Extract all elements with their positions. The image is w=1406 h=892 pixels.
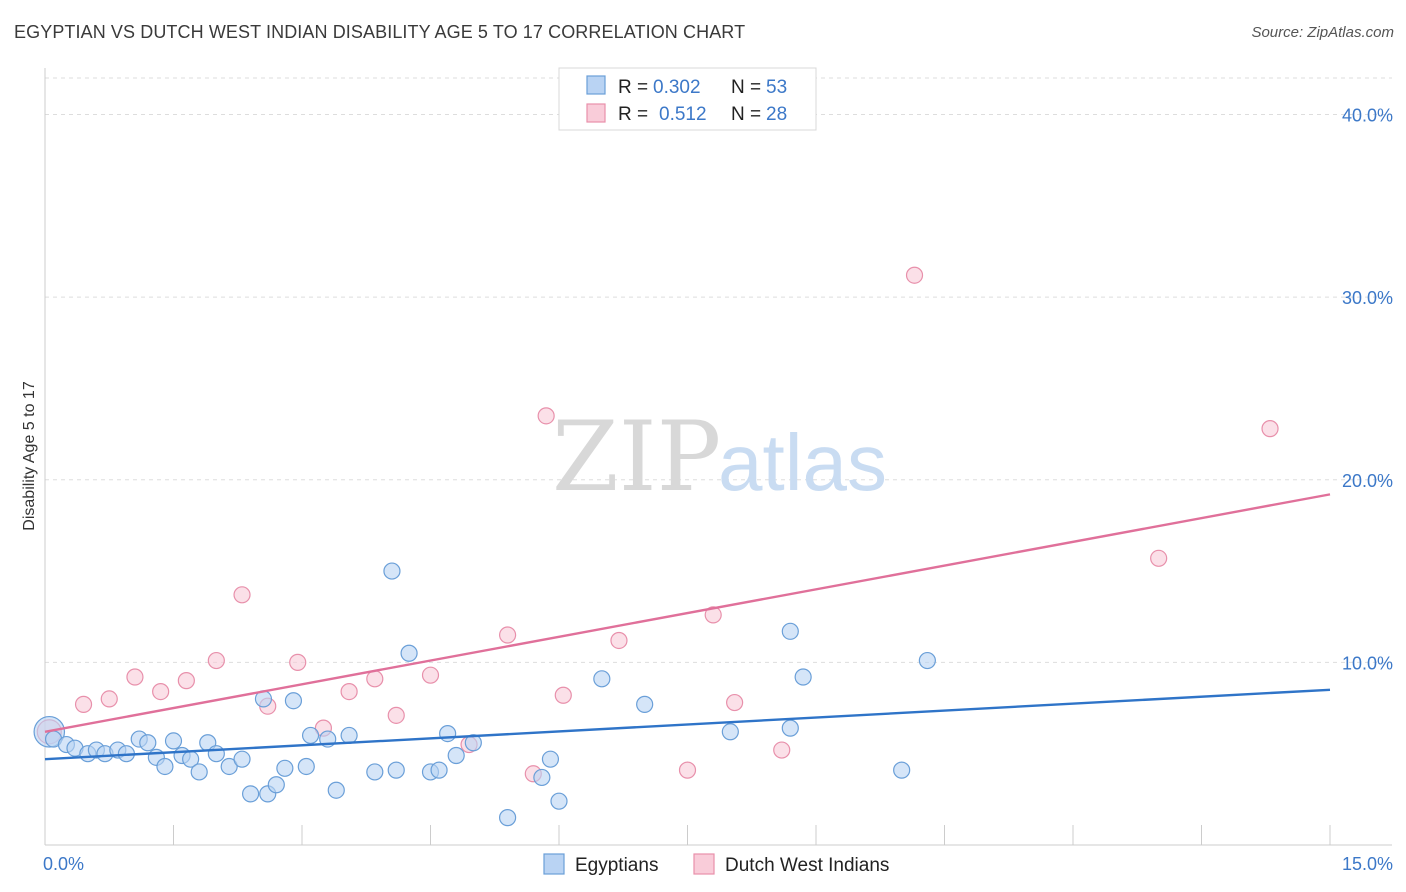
axes <box>44 68 1392 846</box>
point-egyptians-52 <box>918 651 936 670</box>
point-egyptians-19 <box>220 757 238 776</box>
data-points <box>33 266 1279 827</box>
x-tick-label-1: 15.0% <box>1342 854 1393 874</box>
watermark: ZIP atlas <box>552 401 887 513</box>
point-dutch-west-indians-24 <box>773 741 791 759</box>
point-dutch-west-indians-26 <box>1150 549 1168 567</box>
legend-r-value-dutch-west-indians: 0.512 <box>659 104 707 125</box>
point-egyptians-40 <box>464 734 482 752</box>
point-dutch-west-indians-25 <box>905 266 924 284</box>
point-egyptians-39 <box>447 746 465 765</box>
point-dutch-west-indians-20 <box>610 631 628 650</box>
legend: R = 0.302 N = 53 R = 0.512 N = 28 <box>558 67 817 131</box>
y-tick-label-2: 30.0% <box>1342 288 1393 308</box>
point-egyptians-21 <box>242 785 260 803</box>
bottom-legend: Egyptians Dutch West Indians <box>543 853 889 876</box>
point-egyptians-31 <box>340 726 358 745</box>
point-egyptians-20 <box>233 750 251 768</box>
watermark-atlas: atlas <box>718 418 887 507</box>
point-egyptians-43 <box>541 750 560 768</box>
y-axis-label: Disability Age 5 to 17 <box>21 381 38 531</box>
point-dutch-west-indians-27 <box>1261 420 1279 438</box>
point-egyptians-24 <box>267 776 285 794</box>
point-dutch-west-indians-2 <box>100 690 118 708</box>
point-egyptians-13 <box>164 732 183 750</box>
bottom-legend-dutch-west-indians: Dutch West Indians <box>725 855 889 876</box>
legend-n-label-dutch-west-indians: N = <box>731 104 761 125</box>
point-egyptians-50 <box>794 668 812 686</box>
chart-title: EGYPTIAN VS DUTCH WEST INDIAN DISABILITY… <box>14 22 746 42</box>
y-tick-label-0: 10.0% <box>1342 653 1393 673</box>
trend-lines <box>44 493 1331 761</box>
point-dutch-west-indians-22 <box>704 606 722 624</box>
point-dutch-west-indians-18 <box>537 407 555 425</box>
y-tick-label-3: 40.0% <box>1342 106 1393 126</box>
point-egyptians-12 <box>156 757 174 776</box>
legend-r-label-egyptians: R = <box>618 77 648 98</box>
point-egyptians-25 <box>276 759 294 777</box>
point-dutch-west-indians-14 <box>421 666 440 684</box>
point-egyptians-34 <box>383 562 401 580</box>
point-egyptians-48 <box>781 622 799 640</box>
point-egyptians-26 <box>284 692 303 710</box>
y-tick-label-1: 20.0% <box>1342 471 1393 491</box>
gridlines <box>45 77 1392 663</box>
point-egyptians-35 <box>400 644 418 662</box>
trend-line-egyptians <box>44 688 1331 761</box>
bottom-legend-egyptians: Egyptians <box>575 855 658 876</box>
x-tick-labels: 0.0% 15.0% <box>43 854 1393 874</box>
point-dutch-west-indians-7 <box>233 586 251 604</box>
point-dutch-west-indians-11 <box>340 682 358 701</box>
point-egyptians-51 <box>893 761 911 779</box>
point-egyptians-41 <box>499 809 517 827</box>
point-egyptians-30 <box>327 781 345 799</box>
point-dutch-west-indians-5 <box>177 672 195 690</box>
point-dutch-west-indians-16 <box>499 626 517 644</box>
point-egyptians-33 <box>387 761 405 779</box>
legend-n-value-dutch-west-indians: 28 <box>766 104 787 125</box>
point-egyptians-28 <box>301 726 320 745</box>
legend-n-label-egyptians: N = <box>731 77 761 98</box>
bottom-legend-swatch-dutch-west-indians <box>693 853 715 875</box>
legend-swatch-dutch-west-indians <box>586 103 606 123</box>
point-dutch-west-indians-19 <box>554 686 572 704</box>
point-dutch-west-indians-6 <box>207 651 225 670</box>
trend-line-dutch-west-indians <box>44 493 1331 733</box>
point-dutch-west-indians-9 <box>289 653 307 671</box>
point-egyptians-46 <box>636 695 654 713</box>
point-dutch-west-indians-3 <box>126 668 144 686</box>
point-egyptians-49 <box>781 719 799 737</box>
point-egyptians-32 <box>366 763 384 781</box>
y-tick-labels: 10.0% 20.0% 30.0% 40.0% <box>1342 106 1393 674</box>
legend-swatch-egyptians <box>586 75 606 95</box>
point-egyptians-10 <box>139 734 157 752</box>
point-dutch-west-indians-23 <box>726 693 744 712</box>
point-egyptians-16 <box>190 763 208 781</box>
source-label: Source: ZipAtlas.com <box>1251 24 1394 41</box>
bottom-legend-swatch-egyptians <box>543 853 565 875</box>
point-dutch-west-indians-1 <box>74 695 93 713</box>
x-tick-label-0: 0.0% <box>43 854 84 874</box>
point-egyptians-38 <box>439 725 457 743</box>
legend-r-label-dutch-west-indians: R = <box>618 104 648 125</box>
point-egyptians-37 <box>430 761 448 779</box>
point-egyptians-27 <box>297 757 315 776</box>
point-egyptians-18 <box>207 745 225 763</box>
legend-r-value-egyptians: 0.302 <box>653 77 701 98</box>
point-egyptians-45 <box>593 670 611 688</box>
point-dutch-west-indians-13 <box>387 706 405 724</box>
point-dutch-west-indians-21 <box>678 761 697 779</box>
point-dutch-west-indians-4 <box>152 682 170 701</box>
watermark-zip: ZIP <box>552 401 721 513</box>
point-egyptians-42 <box>533 768 551 787</box>
point-egyptians-47 <box>721 723 739 741</box>
point-dutch-west-indians-12 <box>366 670 384 688</box>
legend-n-value-egyptians: 53 <box>766 77 787 98</box>
point-egyptians-44 <box>550 792 568 810</box>
